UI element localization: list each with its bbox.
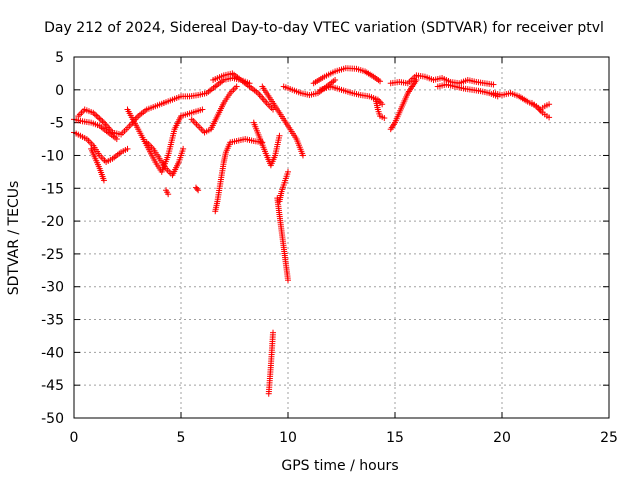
tick-labels: 0 5 10 15 20 25 5 0 -5 -10 -15 -20 -25 -30 -35 -40 -45 -5… [41,50,618,446]
data-point [195,187,202,194]
data-points [71,65,553,397]
data-point [165,191,172,198]
data-point [332,76,339,83]
y-tick-label: -45 [41,378,64,394]
y-tick-label: -50 [41,411,64,427]
data-point [377,78,384,85]
data-point [299,152,306,159]
y-tick-label: -10 [41,148,64,164]
x-tick-label: 15 [386,430,404,446]
y-axis-title: SDTVAR / TECUs [6,181,22,296]
data-point [546,101,553,108]
x-tick-label: 0 [70,430,79,446]
x-axis-title: GPS time / hours [281,458,398,474]
y-tick-label: -25 [41,247,64,263]
x-tick-label: 25 [600,430,618,446]
x-tick-label: 5 [177,430,186,446]
data-point [233,83,240,90]
y-tick-label: 5 [55,50,64,66]
x-tick-label: 10 [279,430,297,446]
x-tick-label: 20 [493,430,511,446]
data-point [490,81,497,88]
data-point [285,277,291,284]
y-tick-label: -20 [41,214,64,230]
y-tick-label: -30 [41,280,64,296]
data-point [379,101,386,108]
data-point [270,329,277,336]
data-point [381,115,388,122]
y-tick-label: -35 [41,313,64,329]
y-tick-label: -5 [50,116,64,132]
data-point [546,114,553,121]
plot-frame [73,56,610,419]
chart-title: Day 212 of 2024, Sidereal Day-to-day VTE… [44,20,604,36]
data-point [285,168,291,175]
data-point [276,132,283,139]
data-point [100,177,107,184]
y-tick-label: -40 [41,345,64,361]
data-point [124,145,131,152]
data-point [194,185,201,192]
y-tick-label: -15 [41,181,64,197]
data-point [199,106,206,113]
y-tick-label: 0 [55,83,64,99]
data-point [180,145,187,152]
data-point [113,136,120,143]
